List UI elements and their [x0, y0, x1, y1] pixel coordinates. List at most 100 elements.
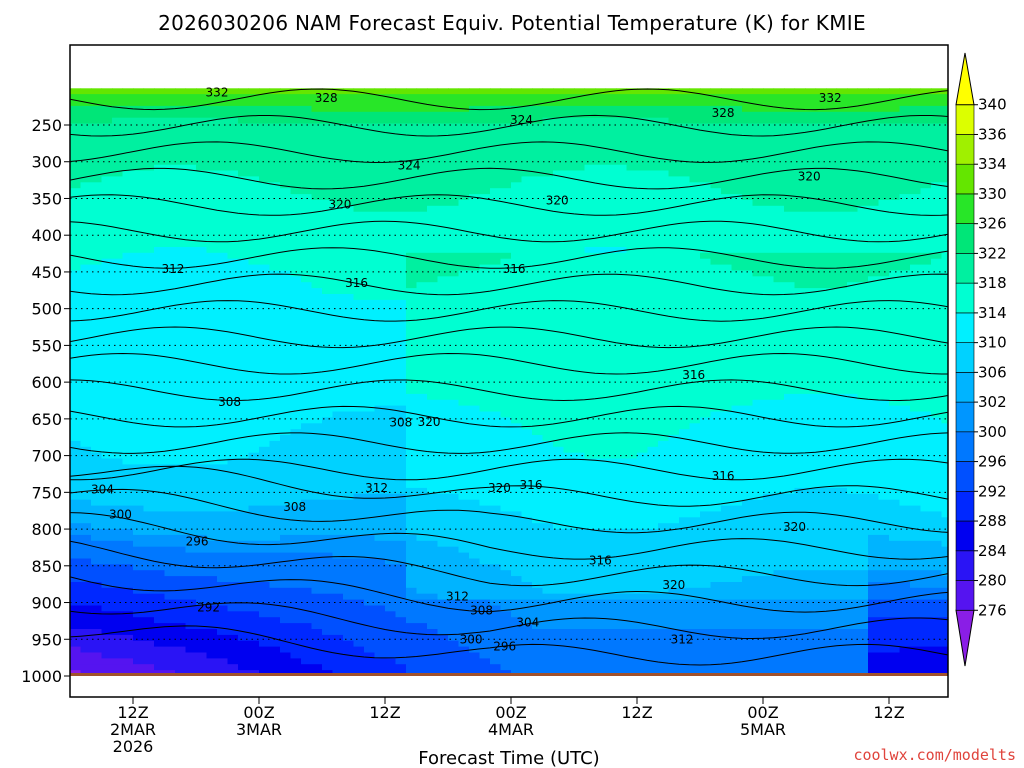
theta-e-band-cell — [311, 634, 323, 642]
theta-e-band-cell — [427, 94, 439, 101]
theta-e-band-cell — [206, 135, 218, 142]
theta-e-band-cell — [553, 164, 565, 172]
theta-e-band-cell — [154, 323, 166, 330]
theta-e-band-cell — [490, 129, 502, 136]
theta-e-band-cell — [185, 335, 197, 342]
theta-e-band-cell — [301, 299, 313, 307]
theta-e-band-cell — [490, 599, 502, 607]
theta-e-band-cell — [217, 440, 229, 448]
theta-e-band-cell — [206, 129, 218, 136]
theta-e-band-cell — [290, 94, 302, 101]
theta-e-band-cell — [217, 264, 229, 272]
theta-e-band-cell — [80, 388, 92, 395]
theta-e-band-cell — [490, 270, 502, 277]
theta-e-band-cell — [364, 211, 376, 219]
theta-e-band-cell — [311, 211, 323, 219]
theta-e-band-cell — [353, 317, 365, 324]
theta-e-band-cell — [395, 223, 407, 230]
theta-e-band-cell — [269, 405, 281, 413]
theta-e-band-cell — [584, 623, 596, 630]
theta-e-band-cell — [80, 317, 92, 324]
theta-e-band-cell — [448, 111, 460, 119]
theta-e-band-cell — [154, 652, 166, 659]
theta-e-band-cell — [164, 558, 176, 565]
theta-e-band-cell — [395, 352, 407, 360]
theta-e-band-cell — [364, 229, 376, 236]
theta-e-band-cell — [322, 299, 334, 307]
theta-e-band-cell — [427, 629, 439, 636]
theta-e-band-cell — [217, 552, 229, 560]
theta-e-band-cell — [490, 199, 502, 207]
theta-e-band-cell — [133, 376, 145, 383]
theta-e-band-cell — [80, 423, 92, 430]
theta-e-band-cell — [521, 664, 533, 671]
theta-e-band-cell — [101, 282, 113, 289]
theta-e-band-cell — [511, 323, 523, 330]
theta-e-band-cell — [322, 564, 334, 571]
theta-e-band-cell — [479, 399, 491, 407]
theta-e-band-cell — [406, 235, 418, 242]
theta-e-band-cell — [448, 617, 460, 624]
theta-e-band-cell — [80, 546, 92, 554]
theta-e-band-cell — [406, 100, 418, 107]
theta-e-band-cell — [532, 170, 544, 177]
theta-e-band-cell — [542, 235, 554, 242]
theta-e-band-cell — [469, 511, 481, 518]
theta-e-band-cell — [322, 405, 334, 413]
theta-e-band-cell — [269, 346, 281, 354]
theta-e-band-cell — [101, 235, 113, 242]
theta-e-band-cell — [385, 199, 397, 207]
theta-e-band-cell — [448, 176, 460, 183]
theta-e-band-cell — [563, 382, 575, 389]
theta-e-band-cell — [437, 617, 449, 624]
theta-e-band-cell — [416, 170, 428, 177]
theta-e-band-cell — [584, 135, 596, 142]
theta-e-band-cell — [343, 311, 355, 319]
theta-e-band-cell — [280, 299, 292, 307]
theta-e-band-cell — [290, 135, 302, 142]
theta-e-band-cell — [353, 464, 365, 471]
theta-e-band-cell — [301, 111, 313, 119]
theta-e-band-cell — [185, 552, 197, 560]
theta-e-band-cell — [143, 534, 155, 542]
theta-e-band-cell — [238, 411, 250, 418]
theta-e-band-cell — [143, 370, 155, 377]
theta-e-band-cell — [217, 546, 229, 554]
theta-e-band-cell — [553, 505, 565, 513]
theta-e-band-cell — [248, 405, 260, 413]
theta-e-band-cell — [374, 247, 386, 254]
theta-e-band-cell — [143, 440, 155, 448]
theta-e-band-cell — [101, 640, 113, 648]
theta-e-band-cell — [322, 476, 334, 483]
theta-e-band-cell — [91, 176, 103, 183]
theta-e-band-cell — [133, 664, 145, 671]
theta-e-band-cell — [343, 587, 355, 595]
theta-e-band-cell — [406, 182, 418, 189]
theta-e-band-cell — [269, 94, 281, 101]
theta-e-band-cell — [301, 540, 313, 548]
theta-e-band-cell — [553, 617, 565, 624]
theta-e-band-cell — [406, 564, 418, 571]
theta-e-band-cell — [542, 646, 554, 654]
theta-e-band-cell — [563, 487, 575, 495]
theta-e-band-cell — [563, 223, 575, 230]
theta-e-band-cell — [385, 558, 397, 565]
theta-e-band-cell — [500, 564, 512, 571]
theta-e-band-cell — [406, 523, 418, 530]
theta-e-band-cell — [175, 540, 187, 548]
theta-e-band-cell — [269, 605, 281, 612]
theta-e-band-cell — [164, 470, 176, 477]
theta-e-band-cell — [217, 435, 229, 442]
theta-e-band-cell — [322, 105, 334, 113]
theta-e-band-cell — [479, 100, 491, 107]
theta-e-band-cell — [332, 529, 344, 536]
theta-e-band-cell — [511, 470, 523, 477]
theta-e-band-cell — [448, 329, 460, 336]
theta-e-band-cell — [574, 346, 586, 354]
theta-e-band-cell — [269, 335, 281, 342]
theta-e-band-cell — [206, 493, 218, 501]
theta-e-band-cell — [374, 288, 386, 295]
theta-e-band-cell — [511, 482, 523, 489]
theta-e-band-cell — [490, 164, 502, 172]
theta-e-band-cell — [196, 335, 208, 342]
